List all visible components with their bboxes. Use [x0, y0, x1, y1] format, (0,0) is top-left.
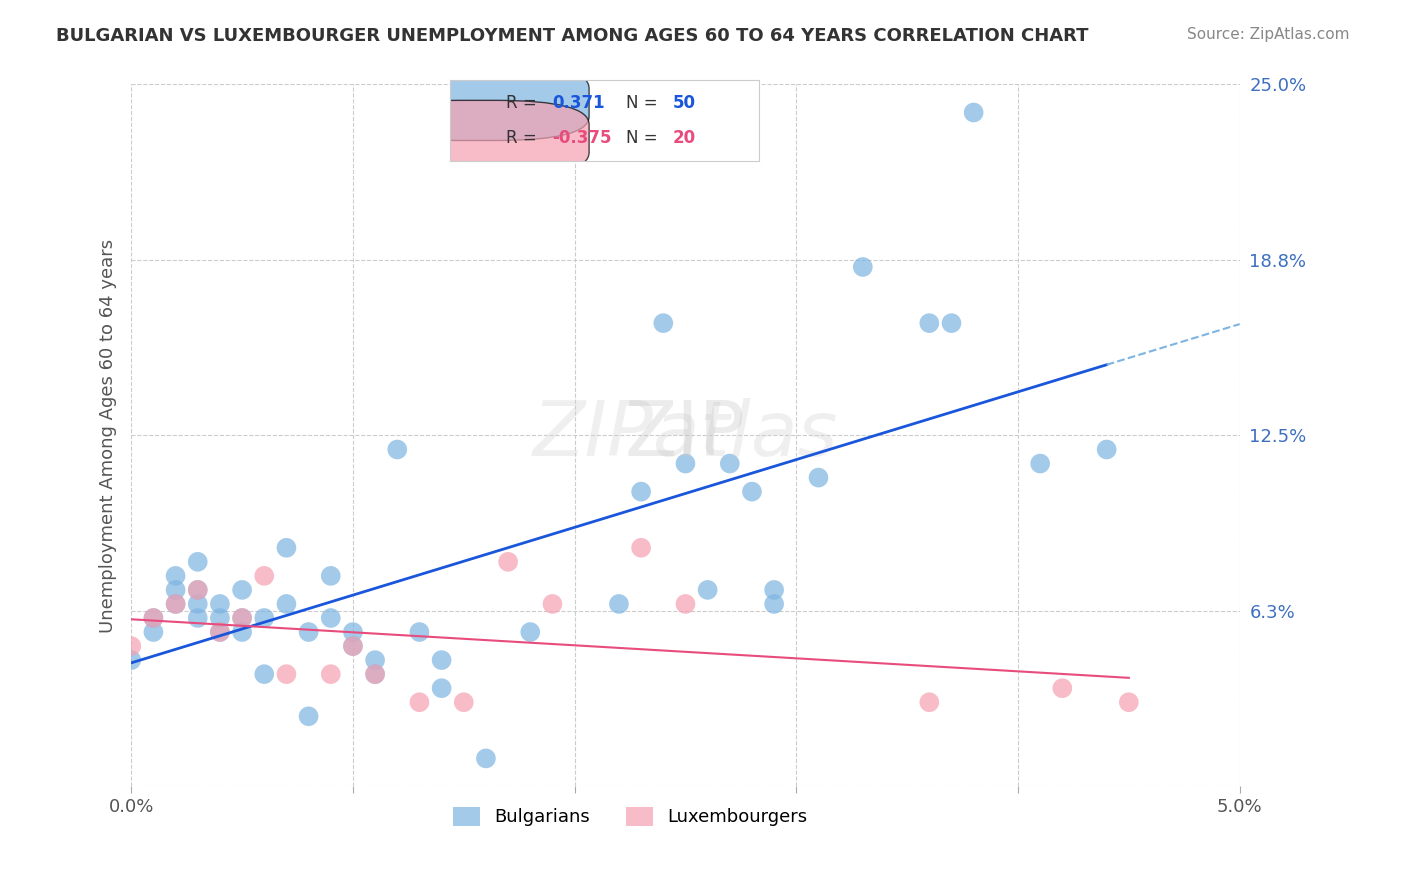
Point — [541, 597, 564, 611]
Point — [297, 709, 319, 723]
Point — [120, 653, 142, 667]
Point — [962, 105, 984, 120]
Point — [652, 316, 675, 330]
Point — [142, 611, 165, 625]
Text: Source: ZipAtlas.com: Source: ZipAtlas.com — [1187, 27, 1350, 42]
Point — [276, 667, 298, 681]
Point — [187, 611, 209, 625]
Text: N =: N = — [626, 94, 658, 112]
Text: 50: 50 — [672, 94, 696, 112]
Point — [1095, 442, 1118, 457]
Text: N =: N = — [626, 129, 658, 147]
Text: -0.375: -0.375 — [553, 129, 612, 147]
Point — [276, 541, 298, 555]
Point — [208, 611, 231, 625]
Point — [387, 442, 409, 457]
Point — [453, 695, 475, 709]
Point — [165, 597, 187, 611]
Point — [718, 457, 741, 471]
Y-axis label: Unemployment Among Ages 60 to 64 years: Unemployment Among Ages 60 to 64 years — [100, 238, 117, 632]
Text: BULGARIAN VS LUXEMBOURGER UNEMPLOYMENT AMONG AGES 60 TO 64 YEARS CORRELATION CHA: BULGARIAN VS LUXEMBOURGER UNEMPLOYMENT A… — [56, 27, 1088, 45]
Point — [408, 625, 430, 640]
Point — [187, 597, 209, 611]
Point — [165, 582, 187, 597]
Point — [430, 653, 453, 667]
Text: ZIP: ZIP — [626, 399, 747, 473]
Point — [208, 597, 231, 611]
Point — [187, 582, 209, 597]
Point — [165, 569, 187, 583]
Point — [607, 597, 630, 611]
Point — [187, 582, 209, 597]
Point — [142, 625, 165, 640]
Point — [276, 597, 298, 611]
Point — [675, 457, 697, 471]
Point — [430, 681, 453, 696]
Point — [1052, 681, 1074, 696]
FancyBboxPatch shape — [367, 64, 589, 140]
Point — [918, 316, 941, 330]
Text: R =: R = — [506, 94, 536, 112]
Point — [208, 625, 231, 640]
Point — [1118, 695, 1140, 709]
Legend: Bulgarians, Luxembourgers: Bulgarians, Luxembourgers — [446, 800, 815, 834]
Point — [231, 625, 253, 640]
Point — [297, 625, 319, 640]
Point — [941, 316, 963, 330]
Point — [120, 639, 142, 653]
Point — [1029, 457, 1052, 471]
Point — [475, 751, 498, 765]
Text: 20: 20 — [672, 129, 696, 147]
Point — [319, 569, 342, 583]
Point — [696, 582, 718, 597]
Point — [231, 582, 253, 597]
FancyBboxPatch shape — [367, 100, 589, 177]
Point — [364, 667, 387, 681]
Point — [918, 695, 941, 709]
Point — [408, 695, 430, 709]
Point — [208, 625, 231, 640]
Point — [364, 667, 387, 681]
Point — [496, 555, 519, 569]
Point — [675, 597, 697, 611]
Point — [342, 625, 364, 640]
Point — [253, 569, 276, 583]
Point — [187, 555, 209, 569]
Point — [253, 611, 276, 625]
Point — [231, 611, 253, 625]
Point — [342, 639, 364, 653]
Point — [364, 653, 387, 667]
Text: ZIPatlas: ZIPatlas — [533, 399, 838, 473]
Text: R =: R = — [506, 129, 536, 147]
Point — [253, 667, 276, 681]
Point — [142, 611, 165, 625]
Point — [630, 541, 652, 555]
Point — [630, 484, 652, 499]
Point — [763, 582, 786, 597]
Text: 0.371: 0.371 — [553, 94, 605, 112]
Point — [319, 611, 342, 625]
Point — [519, 625, 541, 640]
Point — [763, 597, 786, 611]
Point — [165, 597, 187, 611]
Point — [741, 484, 763, 499]
Point — [231, 611, 253, 625]
Point — [342, 639, 364, 653]
Point — [807, 470, 830, 484]
Point — [319, 667, 342, 681]
Point — [852, 260, 875, 274]
